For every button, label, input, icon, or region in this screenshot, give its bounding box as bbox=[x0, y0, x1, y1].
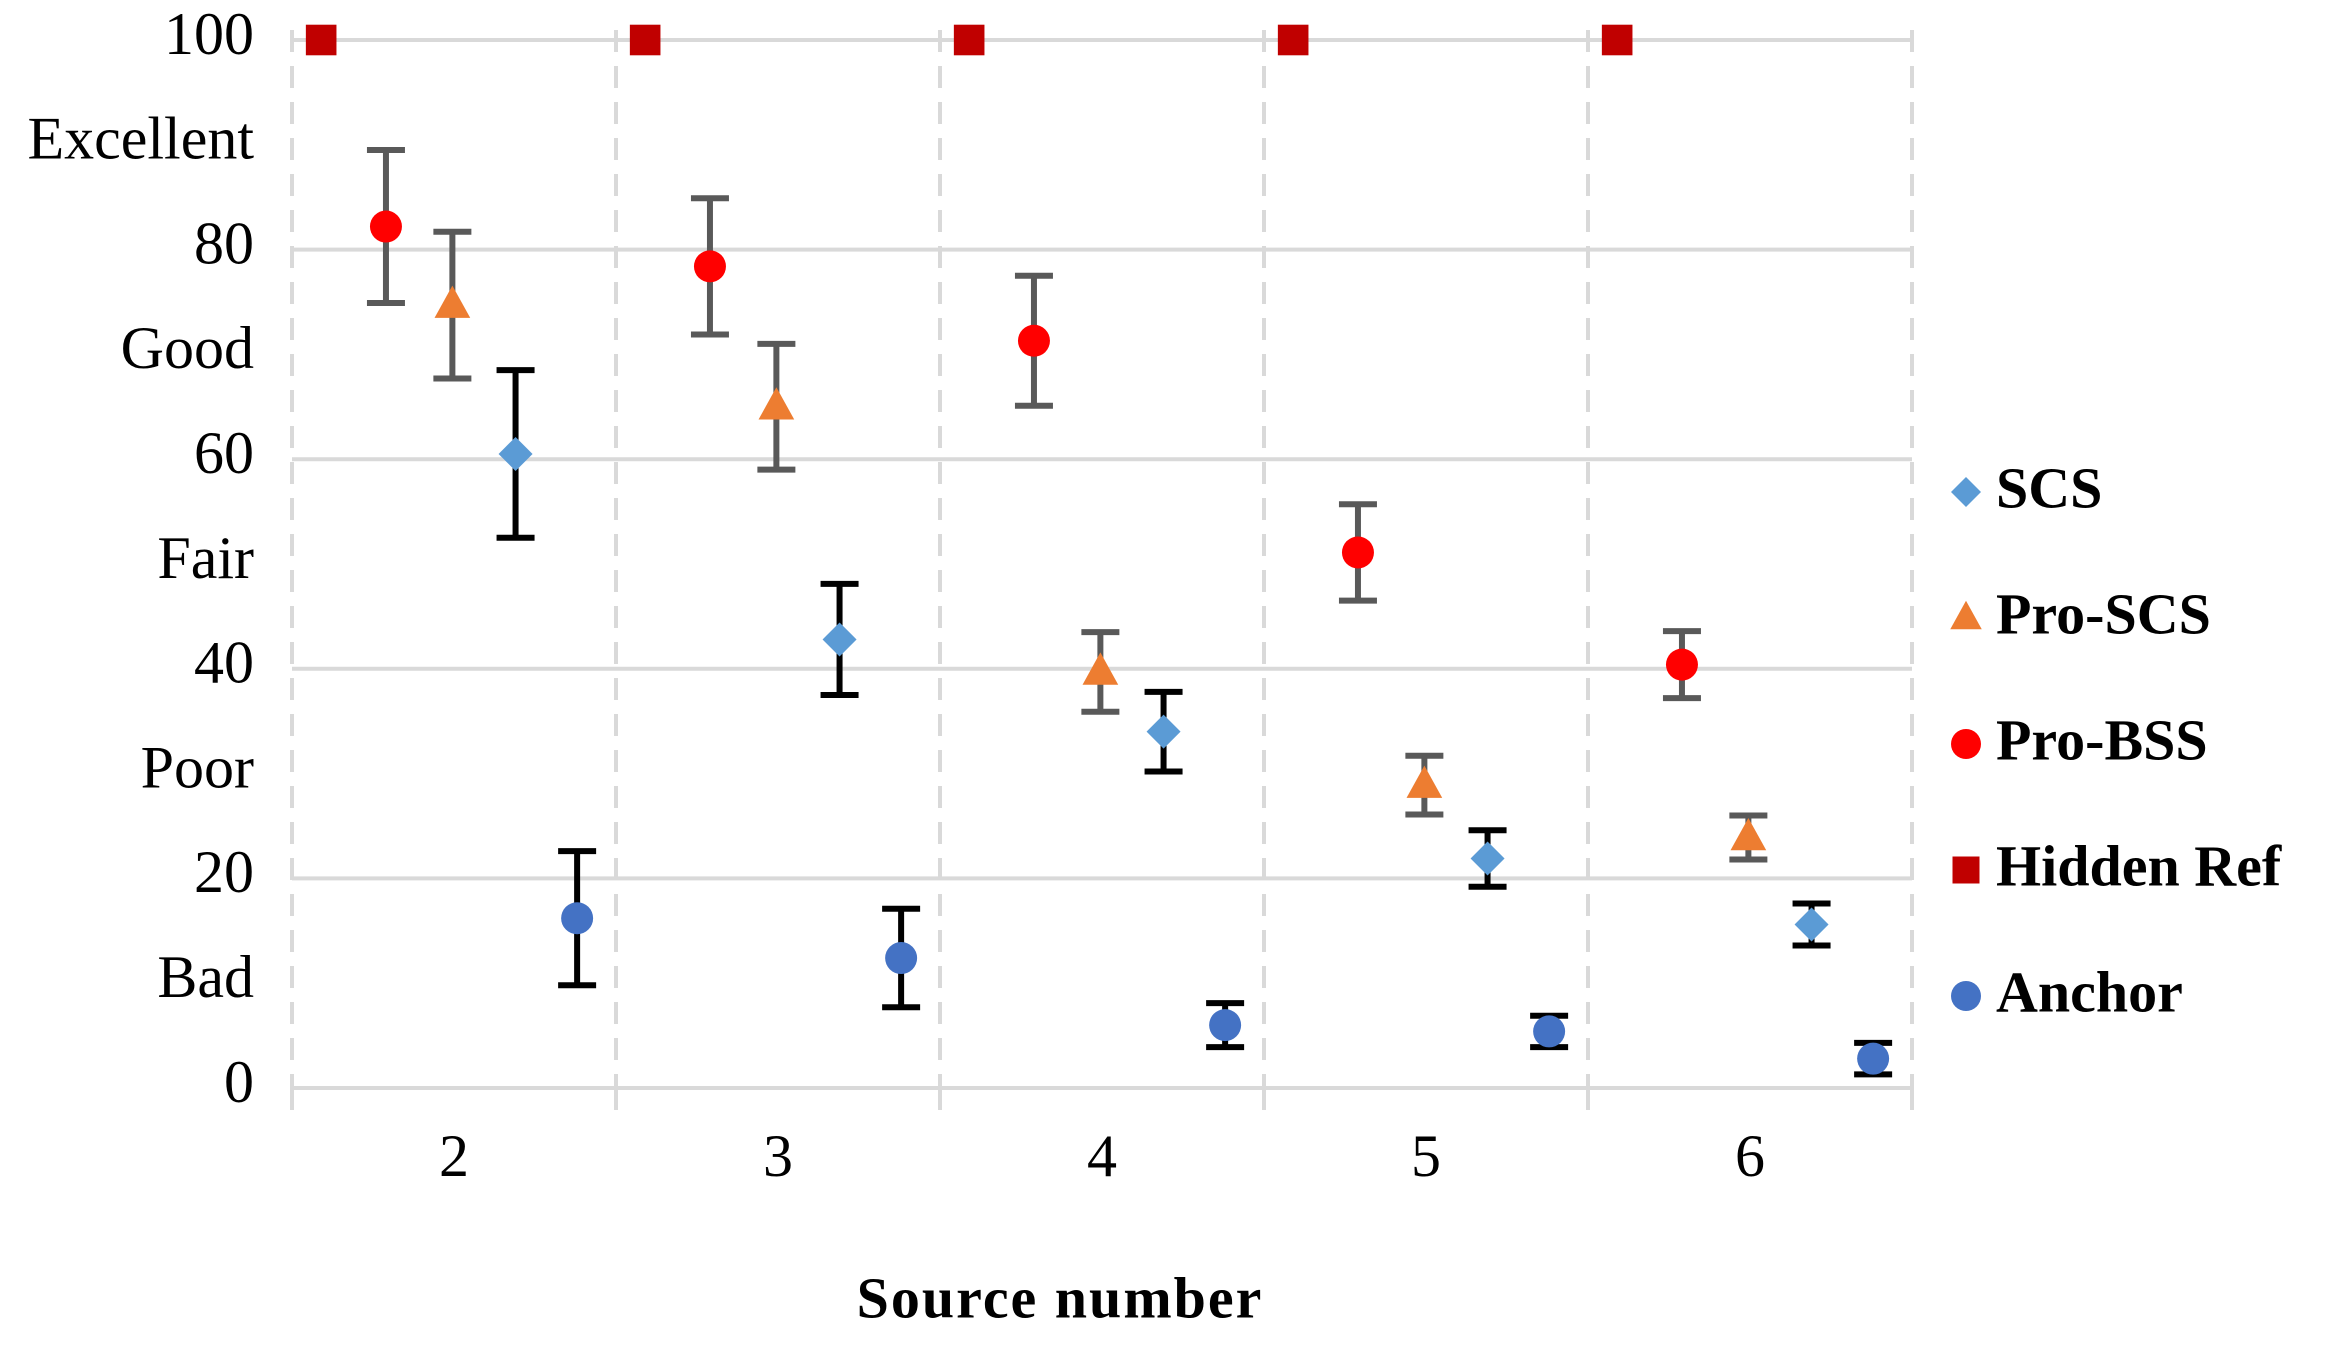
quality-label: Poor bbox=[141, 734, 254, 800]
data-point bbox=[1533, 1015, 1566, 1048]
quality-label: Excellent bbox=[27, 106, 254, 172]
data-point bbox=[369, 210, 402, 243]
legend-marker bbox=[1951, 477, 1981, 507]
quality-label: Fair bbox=[157, 525, 254, 591]
x-tick-label: 3 bbox=[763, 1123, 793, 1189]
data-point bbox=[1277, 24, 1309, 56]
data-point bbox=[561, 902, 594, 935]
y-tick-label: 0 bbox=[224, 1049, 254, 1115]
data-point bbox=[1601, 24, 1633, 56]
legend-marker bbox=[1952, 856, 1980, 884]
y-tick-label: 40 bbox=[194, 630, 254, 696]
y-tick-label: 80 bbox=[194, 210, 254, 276]
data-point bbox=[1341, 536, 1374, 569]
data-point bbox=[1406, 765, 1443, 798]
legend-label: Pro-SCS bbox=[1996, 581, 2211, 646]
x-axis-title: Source number bbox=[857, 1265, 1264, 1330]
x-tick-label: 2 bbox=[439, 1123, 469, 1189]
data-point bbox=[1146, 714, 1181, 749]
quality-label: Bad bbox=[157, 944, 254, 1010]
quality-label: Good bbox=[121, 315, 254, 381]
x-tick-label: 4 bbox=[1087, 1123, 1117, 1189]
y-tick-label: 20 bbox=[194, 839, 254, 905]
data-point bbox=[305, 24, 337, 56]
data-point bbox=[758, 387, 795, 420]
data-point bbox=[1730, 817, 1767, 851]
x-tick-label: 6 bbox=[1735, 1123, 1765, 1189]
data-point bbox=[693, 250, 726, 283]
legend-label: SCS bbox=[1996, 455, 2102, 520]
data-point bbox=[629, 24, 661, 56]
data-point bbox=[498, 436, 533, 471]
data-point bbox=[1665, 648, 1698, 681]
legend-label: Hidden Ref bbox=[1996, 833, 2282, 898]
data-point bbox=[434, 285, 471, 318]
data-point bbox=[1857, 1042, 1890, 1075]
data-point bbox=[1209, 1009, 1242, 1042]
data-point bbox=[1794, 907, 1829, 942]
legend-label: Pro-BSS bbox=[1996, 707, 2208, 772]
data-point bbox=[1082, 652, 1119, 685]
data-point bbox=[953, 24, 985, 56]
legend-marker bbox=[1950, 600, 1982, 630]
data-point bbox=[822, 622, 857, 657]
x-tick-label: 5 bbox=[1411, 1123, 1441, 1189]
legend-marker bbox=[1951, 729, 1981, 759]
data-point bbox=[1017, 324, 1050, 357]
legend-marker bbox=[1951, 981, 1981, 1011]
data-point bbox=[885, 942, 918, 975]
y-tick-label: 100 bbox=[164, 1, 254, 67]
data-point bbox=[1470, 841, 1505, 876]
legend-label: Anchor bbox=[1996, 959, 2183, 1024]
y-tick-label: 60 bbox=[194, 420, 254, 486]
